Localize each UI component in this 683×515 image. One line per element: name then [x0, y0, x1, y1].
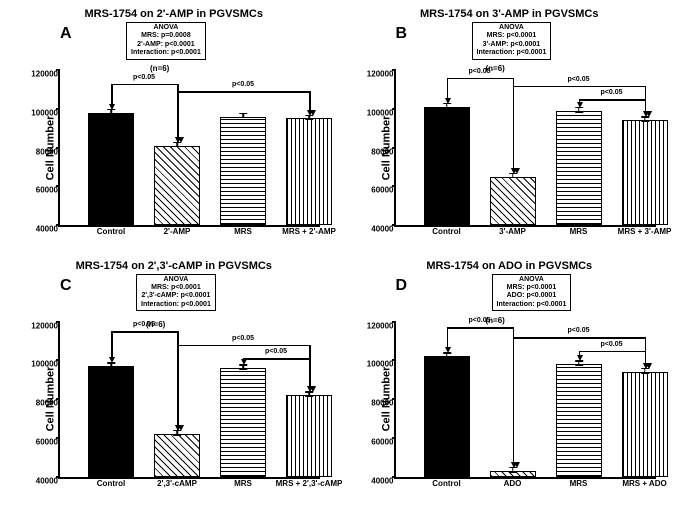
- significance-label: p<0.05: [469, 317, 491, 324]
- figure-grid: MRS-1754 on 2'-AMP in PGVSMCs A ANOVAMRS: …: [8, 8, 675, 507]
- x-tick-label: ADO: [504, 477, 522, 488]
- significance-bracket: [513, 337, 645, 339]
- x-tick-label: Control: [97, 477, 125, 488]
- x-tick-label: 2'-AMP: [164, 225, 191, 236]
- bar: [220, 117, 266, 226]
- significance-bracket: [111, 84, 177, 86]
- significance-label: p<0.05: [601, 341, 623, 348]
- x-tick-label: Control: [432, 477, 460, 488]
- chart-area: Cell Number400006000080000100000120000Co…: [58, 70, 320, 227]
- anova-box: ANOVAMRS: p=0.00082'-AMP: p<0.0001Intera…: [126, 22, 206, 60]
- panel-C: MRS-1754 on 2',3'-cAMP in PGVSMCs C ANOVAM…: [8, 260, 340, 508]
- significance-label: p<0.05: [601, 89, 623, 96]
- significance-label: p<0.05: [469, 68, 491, 75]
- significance-bracket: [579, 351, 645, 353]
- bar: [622, 372, 668, 477]
- x-tick-label: 2',3'-cAMP: [157, 477, 197, 488]
- x-tick-label: Control: [97, 225, 125, 236]
- chart-area: Cell Number400006000080000100000120000Co…: [394, 70, 656, 227]
- bar: [88, 113, 134, 225]
- significance-label: p<0.05: [133, 74, 155, 81]
- significance-label: p<0.05: [568, 327, 590, 334]
- anova-box: ANOVAMRS: p<0.00012',3'-cAMP: p<0.0001In…: [136, 274, 216, 312]
- significance-label: p<0.05: [265, 348, 287, 355]
- significance-bracket: [447, 78, 513, 80]
- x-tick-label: MRS + 3'-AMP: [618, 225, 672, 236]
- panel-title: MRS-1754 on 3'-AMP in PGVSMCs: [344, 8, 676, 20]
- bar: [154, 146, 200, 225]
- significance-bracket: [111, 331, 177, 333]
- significance-label: p<0.05: [232, 335, 254, 342]
- anova-box: ANOVAMRS: p<0.0001ADO: p<0.0001Interacti…: [492, 274, 572, 312]
- bar: [286, 118, 332, 225]
- significance-bracket: [579, 99, 645, 101]
- panel-D: MRS-1754 on ADO in PGVSMCs D ANOVAMRS: p<0…: [344, 260, 676, 508]
- bar: [154, 434, 200, 477]
- panel-letter: A: [60, 25, 72, 43]
- anova-box: ANOVAMRS: p<0.00013'-AMP: p<0.0001Intera…: [472, 22, 552, 60]
- bar: [556, 111, 602, 225]
- x-tick-label: MRS: [570, 225, 588, 236]
- panel-B: MRS-1754 on 3'-AMP in PGVSMCs B ANOVAMRS: …: [344, 8, 676, 256]
- bar: [622, 120, 668, 225]
- panel-letter: D: [396, 277, 408, 295]
- bar: [220, 368, 266, 477]
- bar: [286, 395, 332, 476]
- significance-bracket: [243, 358, 309, 360]
- bar: [424, 107, 470, 225]
- x-tick-label: MRS: [570, 477, 588, 488]
- panel-letter: B: [396, 25, 408, 43]
- bar: [424, 356, 470, 476]
- significance-bracket: [513, 86, 645, 88]
- panel-letter: C: [60, 277, 72, 295]
- x-tick-label: MRS: [234, 477, 252, 488]
- significance-label: p<0.05: [232, 81, 254, 88]
- x-tick-label: MRS + 2'-AMP: [282, 225, 336, 236]
- x-tick-label: MRS + 2',3'-cAMP: [276, 477, 343, 488]
- significance-bracket: [177, 91, 309, 93]
- bar: [490, 177, 536, 225]
- significance-bracket: [447, 327, 513, 329]
- panel-title: MRS-1754 on 2',3'-cAMP in PGVSMCs: [8, 260, 340, 272]
- panel-title: MRS-1754 on 2'-AMP in PGVSMCs: [8, 8, 340, 20]
- x-tick-label: Control: [432, 225, 460, 236]
- bar: [88, 366, 134, 476]
- panel-title: MRS-1754 on ADO in PGVSMCs: [344, 260, 676, 272]
- x-tick-label: 3'-AMP: [499, 225, 526, 236]
- significance-label: p<0.05: [568, 76, 590, 83]
- x-tick-label: MRS + ADO: [622, 477, 666, 488]
- chart-area: Cell Number400006000080000100000120000Co…: [394, 322, 656, 479]
- significance-label: p<0.05: [133, 321, 155, 328]
- x-tick-label: MRS: [234, 225, 252, 236]
- panel-A: MRS-1754 on 2'-AMP in PGVSMCs A ANOVAMRS: …: [8, 8, 340, 256]
- significance-bracket: [177, 345, 309, 347]
- chart-area: Cell Number400006000080000100000120000Co…: [58, 322, 320, 479]
- bar: [556, 364, 602, 476]
